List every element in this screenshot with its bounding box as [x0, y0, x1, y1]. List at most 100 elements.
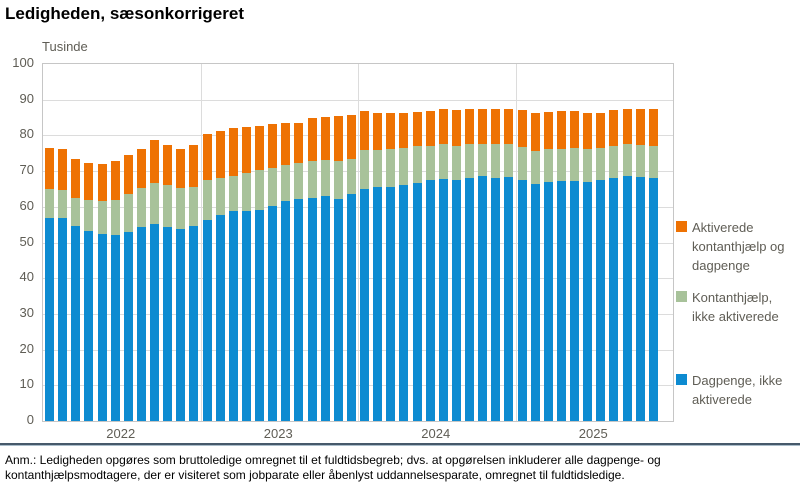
bar-segment — [360, 111, 369, 151]
bar-segment — [373, 187, 383, 421]
bar-segment — [294, 122, 304, 163]
bar-segment — [465, 109, 474, 145]
bar-segment — [399, 147, 409, 185]
x-axis-label-2024: 2024 — [421, 426, 451, 441]
bar-segment — [255, 170, 264, 210]
bar-segment — [556, 111, 566, 149]
bar-segment — [320, 116, 330, 161]
bar-segment — [58, 189, 68, 219]
bar-segment — [622, 176, 632, 421]
bar-segment — [163, 184, 173, 228]
y-tick-label: 100 — [12, 55, 34, 70]
bar-segment — [150, 140, 159, 183]
bar-segment — [360, 150, 369, 189]
bar-segment — [465, 177, 474, 421]
bar-segment — [386, 113, 396, 149]
y-tick-label: 0 — [26, 412, 34, 427]
bar-segment — [583, 112, 593, 150]
bar-segment — [530, 113, 540, 152]
x-axis-label-2025: 2025 — [578, 426, 608, 441]
bar-segment — [110, 199, 120, 235]
bar-segment — [648, 146, 658, 178]
bar-segment — [202, 179, 212, 221]
bar-segment — [307, 118, 317, 162]
bar-segment — [425, 111, 435, 146]
bar-segment — [71, 197, 81, 227]
bar-segment — [635, 109, 645, 146]
bar-segment — [71, 226, 81, 421]
bar-segment — [255, 209, 264, 421]
footnote-line-1: Anm.: Ledigheden opgøres som bruttoledig… — [5, 453, 661, 467]
bar-segment — [399, 112, 409, 148]
y-tick-label: 40 — [19, 269, 34, 285]
bar-segment — [596, 179, 606, 421]
y-axis-tick-labels: 0 10 20 30 40 50 60 70 80 90 100 — [0, 56, 36, 427]
chart-title: Ledigheden, sæsonkorrigeret — [5, 4, 244, 23]
bar-segment — [84, 163, 94, 201]
bar-segment — [84, 200, 94, 231]
y-axis-unit-label: Tusinde — [42, 39, 88, 54]
bar-segment — [215, 215, 225, 421]
bar-segment — [478, 108, 488, 144]
bar-segment — [635, 145, 645, 177]
bar-segment — [320, 160, 330, 196]
footnote-line-2: kontanthjælpsmodtagere, der er visiteret… — [5, 468, 625, 482]
bar-segment — [228, 127, 238, 177]
bar-segment — [478, 143, 488, 177]
bar-segment — [58, 218, 68, 421]
bar-segment — [241, 172, 251, 212]
bar-segment — [386, 187, 396, 421]
bar-segment — [45, 148, 54, 189]
bar-segment — [189, 226, 199, 421]
bar-segment — [583, 181, 593, 421]
bar-segment — [215, 130, 225, 178]
bar-segment — [504, 108, 514, 144]
legend-label: Kontanthjælp, ikke aktiverede — [692, 290, 779, 324]
bar-segment — [176, 228, 186, 421]
bar-segment — [438, 144, 448, 179]
bar-segment — [635, 176, 645, 421]
bar-segment — [556, 181, 566, 421]
bar-segment — [451, 145, 461, 180]
bar-segment — [281, 123, 291, 165]
bar-segment — [189, 186, 199, 227]
bar-segment — [412, 146, 422, 183]
y-tick-label: 30 — [19, 304, 34, 320]
gridline-year-boundary — [201, 64, 202, 421]
bar-segment — [609, 177, 619, 421]
footnote: Anm.: Ledigheden opgøres som bruttoledig… — [0, 443, 800, 483]
bar-segment — [268, 124, 278, 168]
bar-segment — [84, 230, 94, 421]
bar-segment — [294, 198, 304, 421]
bar-segment — [307, 197, 317, 421]
bar-segment — [136, 187, 146, 228]
bar-segment — [491, 109, 501, 145]
bar-segment — [451, 109, 461, 146]
bar-segment — [97, 233, 107, 421]
bar-segment — [570, 181, 579, 421]
bar-segment — [412, 111, 422, 147]
bar-segment — [386, 148, 396, 188]
bar-segment — [438, 178, 448, 421]
bar-segment — [596, 148, 606, 180]
bar-segment — [412, 182, 422, 421]
bar-segment — [163, 145, 173, 185]
y-tick-label: 90 — [19, 90, 34, 106]
plot-area — [42, 63, 674, 422]
legend-entry: Dagpenge, ikke aktiverede — [676, 371, 796, 409]
bar-segment — [543, 111, 553, 150]
bar-segment — [281, 164, 291, 202]
bar-segment — [255, 125, 264, 171]
bar-segment — [517, 179, 527, 421]
y-tick-label: 10 — [19, 376, 34, 392]
y-tick-label: 50 — [19, 233, 34, 249]
bar-segment — [622, 108, 632, 145]
bar-segment — [176, 188, 186, 229]
y-tick-label: 60 — [19, 197, 34, 213]
bar-segment — [570, 148, 579, 182]
bar-segment — [150, 182, 159, 224]
bar-segment — [517, 110, 527, 148]
bar-segment — [399, 184, 409, 421]
bar-segment — [543, 149, 553, 182]
